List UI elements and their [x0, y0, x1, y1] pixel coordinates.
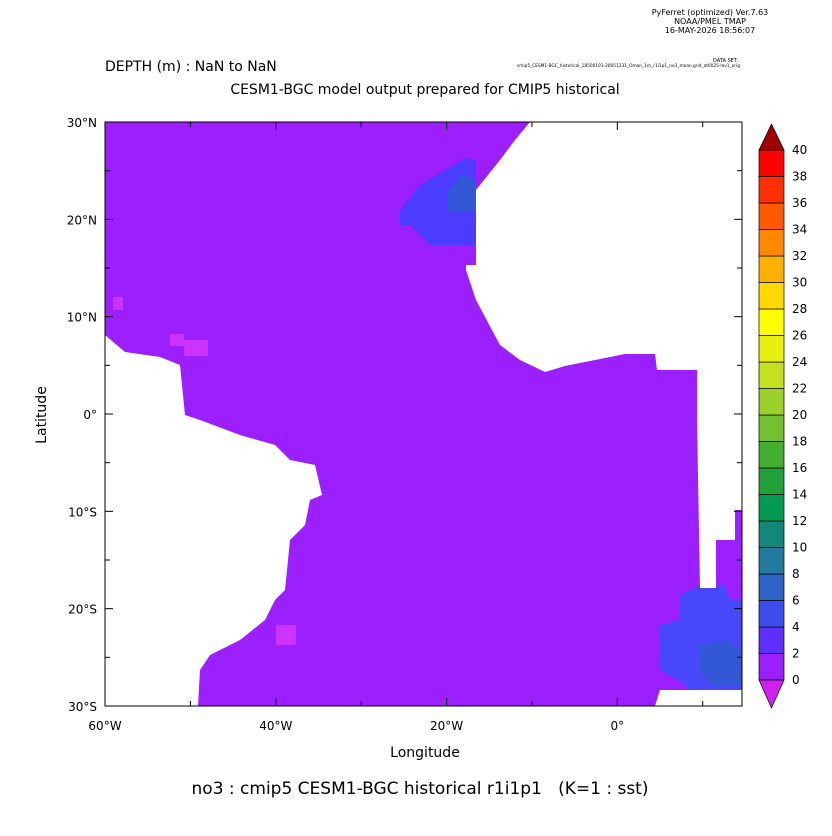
- colorbar-label: 14: [792, 488, 807, 502]
- x-tick-label: 0°: [611, 719, 625, 733]
- land-south-america: [105, 335, 322, 706]
- colorbar-band: [758, 255, 785, 283]
- colorbar-label: 34: [792, 223, 807, 237]
- y-tick-label: 20°S: [68, 603, 97, 617]
- depth-label: DEPTH (m) : NaN to NaN: [105, 59, 277, 75]
- software: NOAA/PMEL TMAP: [674, 17, 746, 26]
- patch: [276, 625, 296, 645]
- land-africa: [466, 122, 742, 588]
- x-tick-label: 60°W: [88, 719, 121, 733]
- colorbar-band: [758, 361, 785, 389]
- colorbar-label: 8: [792, 567, 800, 581]
- map: [104, 121, 743, 707]
- software: PyFerret (optimized) Ver.7.63: [652, 8, 769, 17]
- y-tick-label: 0°: [83, 408, 97, 422]
- colorbar-label: 26: [792, 329, 807, 343]
- colorbar-label: 4: [792, 620, 800, 634]
- dataset: cmip5_CESM1-BGC_historical_18500101-2005…: [517, 63, 740, 69]
- colorbar-band: [758, 653, 785, 681]
- colorbar-label: 2: [792, 647, 800, 661]
- colorbar-band: [758, 335, 785, 363]
- colorbar-under: [758, 679, 785, 709]
- x-axis-label: Longitude: [390, 745, 460, 761]
- colorbar-label: 12: [792, 514, 807, 528]
- colorbar-band: [758, 441, 785, 469]
- colorbar-label: 36: [792, 196, 807, 210]
- colorbar-label: 24: [792, 355, 807, 369]
- colorbar-band: [758, 600, 785, 628]
- colorbar-band: [758, 229, 785, 257]
- y-tick-label: 20°N: [67, 213, 97, 227]
- patch: [400, 158, 476, 245]
- patch: [184, 340, 208, 356]
- colorbar-band: [758, 626, 785, 654]
- dataset-label: DATA SET:: [713, 58, 738, 64]
- y-tick-label: 10°S: [68, 505, 97, 519]
- colorbar-label: 18: [792, 435, 807, 449]
- colorbar-band: [758, 414, 785, 442]
- patch: [113, 297, 123, 310]
- y-tick-label: 30°S: [68, 700, 97, 714]
- y-tick-label: 30°N: [67, 116, 97, 130]
- colorbar-band: [758, 149, 785, 177]
- colorbar-over: [758, 123, 785, 151]
- colorbar-band: [758, 308, 785, 336]
- footer: no3 : cmip5 CESM1-BGC historical r1i1p1 …: [192, 779, 649, 799]
- y-axis-label: Latitude: [34, 386, 50, 444]
- colorbar-band: [758, 176, 785, 204]
- land-south-africa: [655, 690, 742, 706]
- subtitle: CESM1-BGC model output prepared for CMIP…: [230, 82, 619, 98]
- software: 16-MAY-2026 18:56:07: [665, 26, 755, 35]
- colorbar-label: 38: [792, 170, 807, 184]
- colorbar-label: 16: [792, 461, 807, 475]
- colorbar-label: 30: [792, 276, 807, 290]
- colorbar-band: [758, 282, 785, 310]
- x-tick-label: 40°W: [259, 719, 292, 733]
- colorbar-label: 40: [792, 143, 807, 157]
- colorbar-band: [758, 520, 785, 548]
- colorbar-band: [758, 467, 785, 495]
- x-tick-label: 20°W: [430, 719, 463, 733]
- colorbar-label: 28: [792, 302, 807, 316]
- colorbar-label: 20: [792, 408, 807, 422]
- colorbar-band: [758, 202, 785, 230]
- colorbar-band: [758, 547, 785, 575]
- colorbar-band: [758, 388, 785, 416]
- colorbar-band: [758, 573, 785, 601]
- colorbar-label: 0: [792, 673, 800, 687]
- colorbar-band: [758, 494, 785, 522]
- patch: [170, 334, 184, 346]
- colorbar-label: 32: [792, 249, 807, 263]
- y-tick-label: 10°N: [67, 311, 97, 325]
- patch: [448, 175, 476, 212]
- colorbar-label: 6: [792, 594, 800, 608]
- patch: [700, 640, 742, 685]
- colorbar-label: 10: [792, 541, 807, 555]
- colorbar-label: 22: [792, 382, 807, 396]
